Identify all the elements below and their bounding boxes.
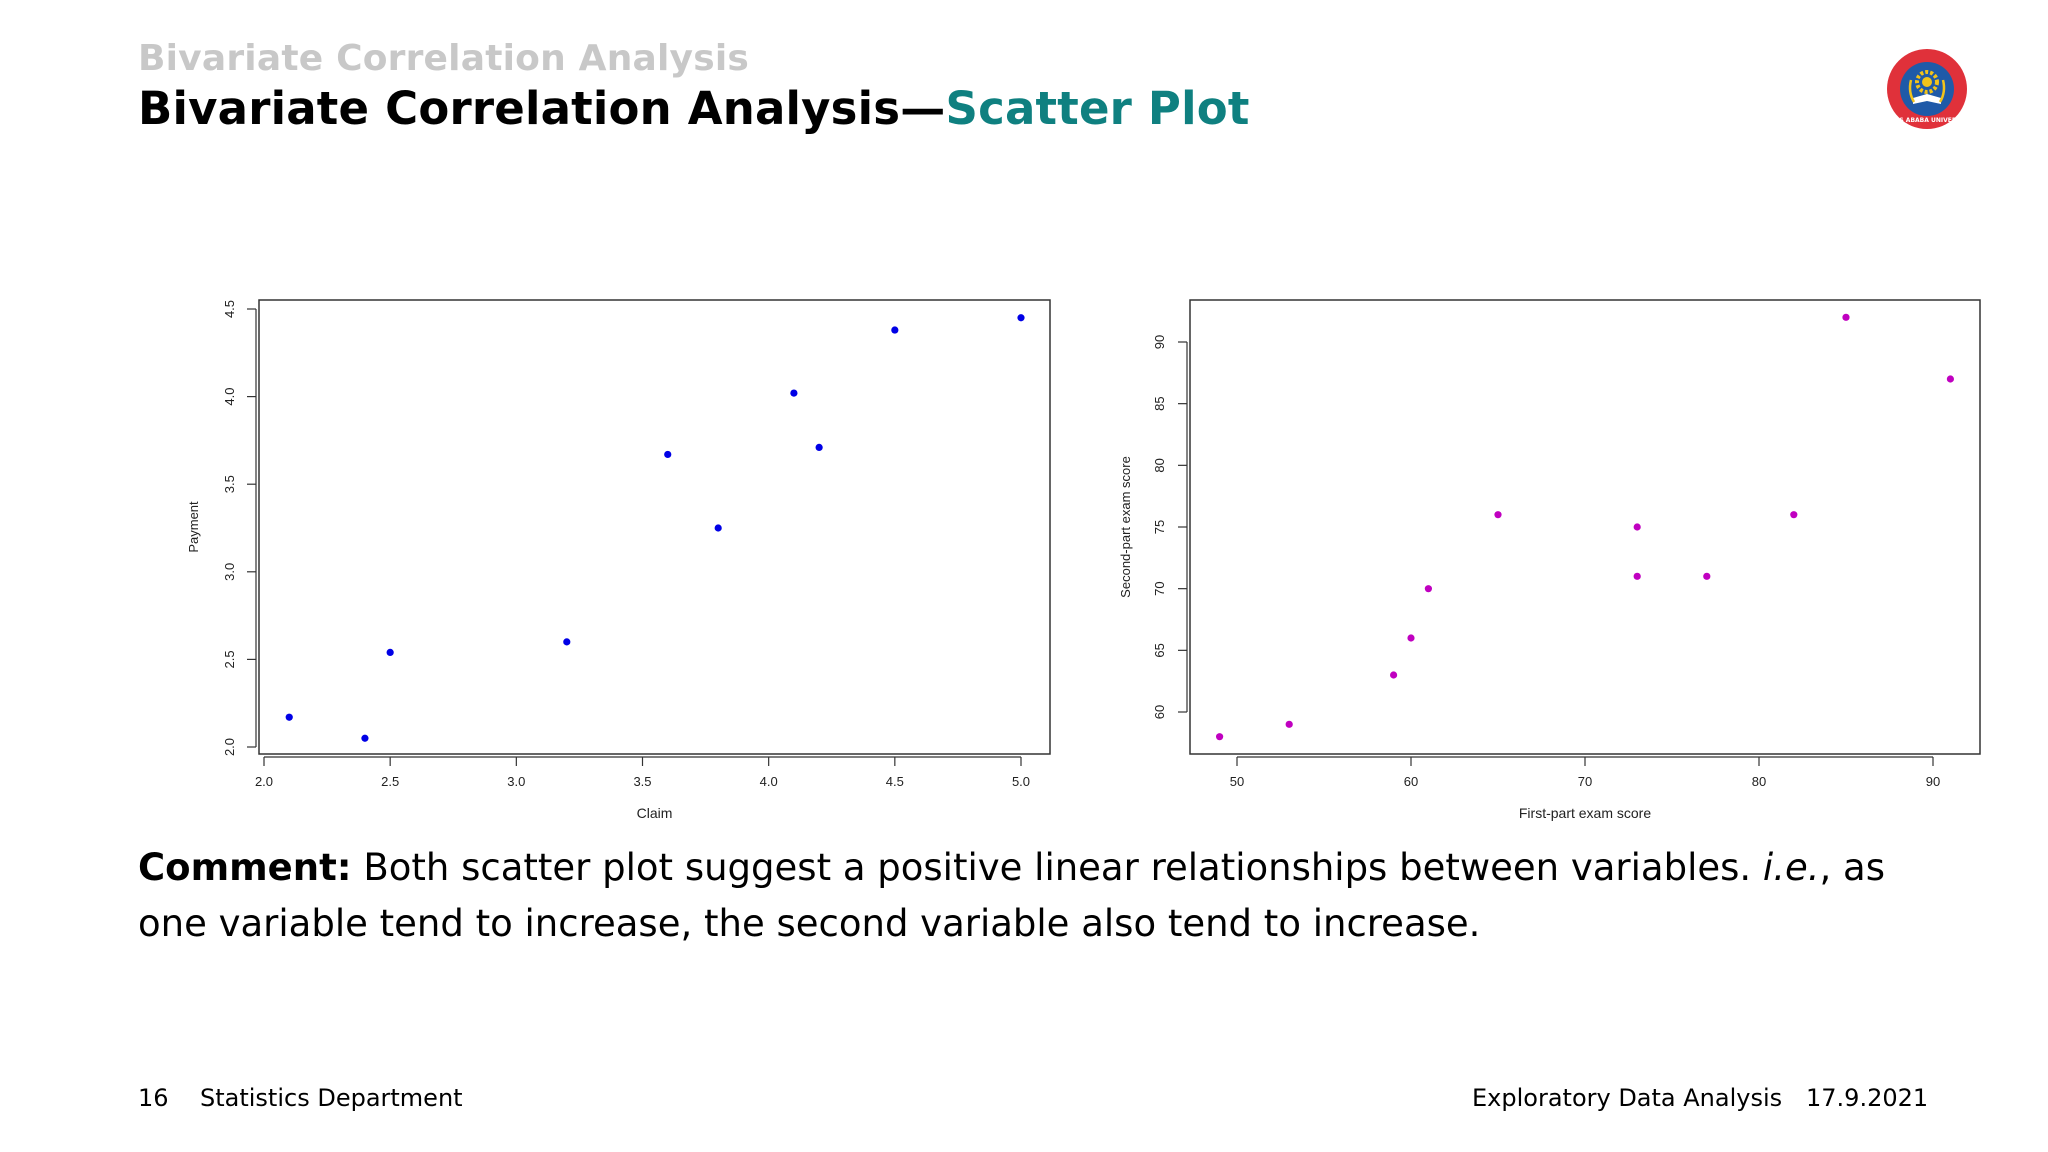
data-point (1946, 375, 1954, 383)
x-tick-label: 5.0 (1012, 774, 1030, 789)
data-point (1407, 634, 1415, 642)
data-point (891, 326, 899, 334)
data-point (815, 443, 823, 452)
x-axis-label: First-part exam score (1519, 805, 1651, 821)
y-tick-label: 80 (1152, 458, 1167, 472)
data-point (1790, 511, 1798, 519)
frame-title-accent: Scatter Plot (945, 82, 1250, 135)
data-point (1494, 511, 1502, 519)
y-tick-label: 3.0 (222, 563, 237, 581)
data-point (563, 638, 571, 646)
data-point (664, 450, 672, 459)
x-tick-label: 2.0 (255, 774, 273, 789)
footer-department: Statistics Department (200, 1084, 463, 1112)
x-tick-label: 80 (1752, 774, 1766, 789)
x-tick-label: 70 (1578, 774, 1592, 789)
y-axis-label: Second-part exam score (1118, 456, 1133, 598)
y-tick-label: 2.0 (222, 738, 237, 756)
comment-text-2: , as one variable tend to increase, the … (138, 846, 1885, 945)
plot-frame (258, 299, 1051, 755)
data-point (1390, 671, 1398, 679)
university-seal-icon: ADDIS ABABA UNIVERSITY (1883, 46, 1972, 132)
y-tick-label: 4.5 (222, 300, 237, 318)
frame-title: Bivariate Correlation Analysis—Scatter P… (138, 82, 1250, 135)
frame-title-main: Bivariate Correlation Analysis— (138, 82, 946, 135)
y-axis-label: Payment (186, 501, 201, 553)
x-tick-label: 60 (1404, 774, 1418, 789)
data-point (1285, 720, 1293, 728)
y-tick-label: 2.5 (222, 650, 237, 668)
data-point (1633, 523, 1641, 531)
footer-course: Exploratory Data Analysis (1472, 1084, 1783, 1112)
x-tick-label: 50 (1230, 774, 1244, 789)
footer-date: 17.9.2021 (1806, 1084, 1929, 1112)
comment-text-italic: i.e. (1762, 846, 1820, 889)
x-tick-label: 3.5 (633, 774, 651, 789)
data-point (1633, 572, 1641, 580)
comment-text-1: Both scatter plot suggest a positive lin… (351, 846, 1763, 889)
y-tick-label: 75 (1152, 520, 1167, 534)
x-tick-label: 4.5 (886, 774, 904, 789)
data-point (790, 389, 798, 397)
data-point (1424, 585, 1432, 593)
plot-frame (1189, 299, 1981, 755)
y-tick-label: 4.0 (222, 388, 237, 406)
data-point (386, 648, 394, 656)
footer-page-number: 16 (138, 1084, 169, 1112)
data-point (1703, 572, 1711, 580)
y-tick-label: 65 (1152, 643, 1167, 657)
y-tick-label: 85 (1152, 396, 1167, 410)
data-point (1842, 313, 1850, 321)
x-tick-label: 2.5 (381, 774, 399, 789)
y-tick-label: 60 (1152, 705, 1167, 719)
y-tick-label: 90 (1152, 335, 1167, 349)
y-tick-label: 70 (1152, 581, 1167, 595)
x-tick-label: 3.0 (507, 774, 525, 789)
svg-text:ADDIS ABABA UNIVERSITY: ADDIS ABABA UNIVERSITY (1884, 117, 1970, 124)
data-point (1216, 733, 1224, 741)
comment-label: Comment: (138, 846, 352, 889)
y-tick-label: 3.5 (222, 475, 237, 493)
x-axis-label: Claim (637, 805, 673, 821)
data-point (714, 524, 722, 532)
x-tick-label: 4.0 (760, 774, 778, 789)
data-point (1017, 314, 1025, 322)
section-title: Bivariate Correlation Analysis (138, 38, 750, 79)
comment-paragraph: Comment: Both scatter plot suggest a pos… (138, 840, 1918, 952)
x-tick-label: 90 (1926, 774, 1940, 789)
data-point (285, 713, 293, 721)
data-point (361, 734, 369, 742)
